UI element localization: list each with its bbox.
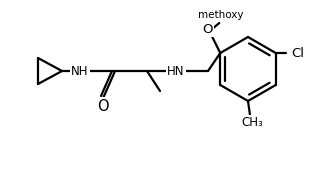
Text: methoxy: methoxy — [221, 14, 227, 16]
Text: NH: NH — [71, 64, 89, 78]
Text: HN: HN — [167, 64, 185, 78]
Text: Cl: Cl — [291, 47, 304, 59]
Text: O: O — [97, 98, 109, 113]
Text: methoxy: methoxy — [197, 10, 243, 20]
Text: CH₃: CH₃ — [241, 117, 263, 129]
Text: O: O — [202, 23, 213, 35]
